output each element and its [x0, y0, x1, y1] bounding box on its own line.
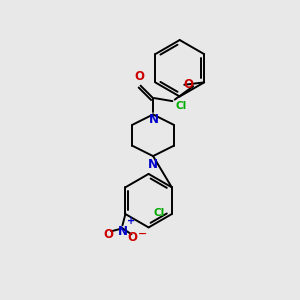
Text: Cl: Cl	[176, 101, 187, 111]
Text: N: N	[148, 113, 159, 126]
Text: O: O	[128, 231, 138, 244]
Text: +: +	[127, 216, 135, 226]
Text: N: N	[148, 158, 158, 172]
Text: O: O	[184, 78, 194, 91]
Text: −: −	[138, 229, 148, 239]
Text: O: O	[103, 228, 113, 241]
Text: O: O	[134, 70, 144, 83]
Text: Cl: Cl	[154, 208, 165, 218]
Text: N: N	[118, 225, 128, 238]
